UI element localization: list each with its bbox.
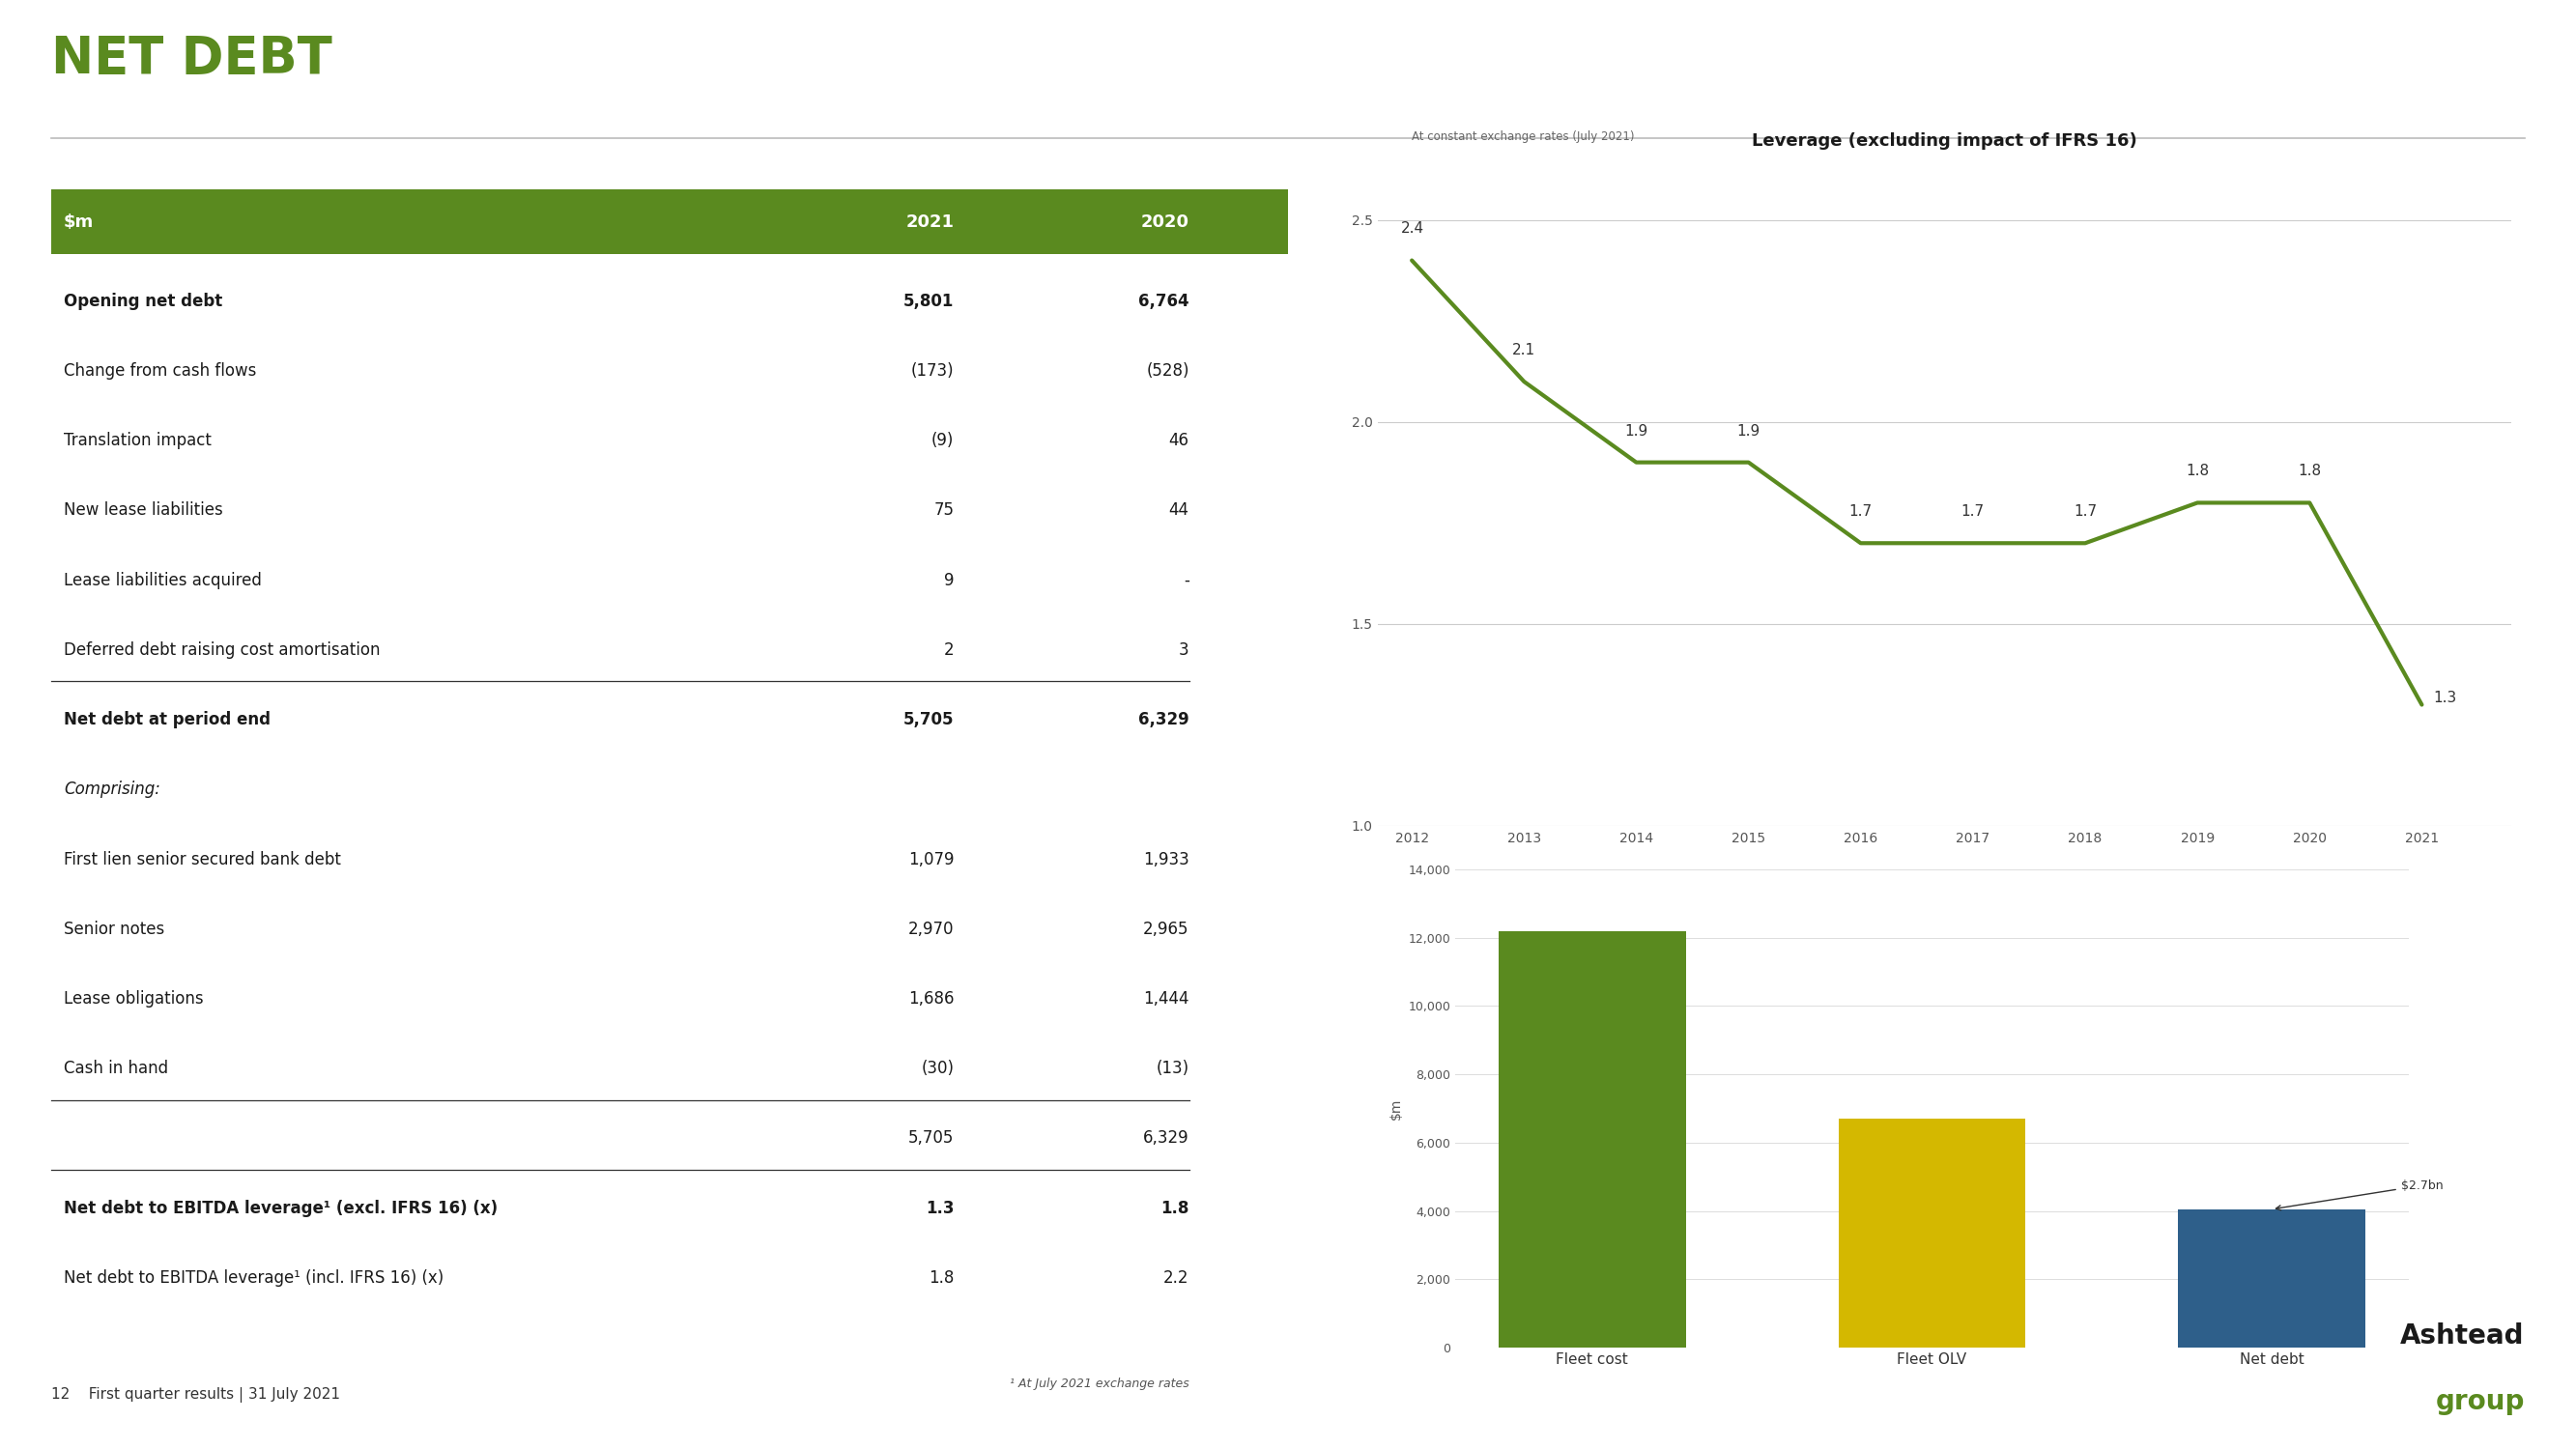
Text: group: group — [2434, 1388, 2524, 1414]
Bar — [52, 190, 1288, 255]
Text: Lease obligations: Lease obligations — [64, 990, 204, 1007]
Text: Translation impact: Translation impact — [64, 432, 211, 449]
Text: ¹ At July 2021 exchange rates: ¹ At July 2021 exchange rates — [1010, 1377, 1190, 1390]
Text: Net debt to EBITDA leverage¹ (excl. IFRS 16) (x): Net debt to EBITDA leverage¹ (excl. IFRS… — [64, 1200, 497, 1217]
Text: 6,329: 6,329 — [1144, 1130, 1190, 1148]
Text: 1.7: 1.7 — [2074, 504, 2097, 519]
Text: (9): (9) — [933, 432, 953, 449]
Text: 2: 2 — [943, 642, 953, 659]
Text: 9: 9 — [943, 571, 953, 588]
Text: NET DEBT: NET DEBT — [52, 35, 332, 84]
Text: (13): (13) — [1157, 1059, 1190, 1077]
Text: Ashtead: Ashtead — [2401, 1323, 2524, 1350]
Text: 6,764: 6,764 — [1139, 293, 1190, 310]
Text: First lien senior secured bank debt: First lien senior secured bank debt — [64, 851, 340, 868]
Text: 1.8: 1.8 — [1162, 1200, 1190, 1217]
Text: 1.3: 1.3 — [2434, 690, 2458, 704]
Text: 2.1: 2.1 — [1512, 343, 1535, 358]
Text: 1.8: 1.8 — [2184, 464, 2210, 478]
Text: 46: 46 — [1170, 432, 1190, 449]
Text: 2,965: 2,965 — [1144, 920, 1190, 938]
Text: (528): (528) — [1146, 362, 1190, 380]
Text: $2.7bn: $2.7bn — [2277, 1179, 2442, 1210]
Text: -: - — [1182, 571, 1190, 588]
Text: Senior notes: Senior notes — [64, 920, 165, 938]
Text: Net debt to EBITDA leverage¹ (incl. IFRS 16) (x): Net debt to EBITDA leverage¹ (incl. IFRS… — [64, 1269, 443, 1287]
Bar — [1839, 1119, 2025, 1348]
Text: Lease liabilities acquired: Lease liabilities acquired — [64, 571, 263, 588]
Text: 75: 75 — [935, 501, 953, 519]
Text: Deferred debt raising cost amortisation: Deferred debt raising cost amortisation — [64, 642, 381, 659]
Text: 1.8: 1.8 — [2298, 464, 2321, 478]
Text: 1.7: 1.7 — [1850, 504, 1873, 519]
Text: Opening net debt: Opening net debt — [64, 293, 222, 310]
Text: 2020: 2020 — [1141, 213, 1190, 230]
Text: At constant exchange rates (July 2021): At constant exchange rates (July 2021) — [1412, 130, 1636, 143]
Bar — [1499, 930, 1685, 1348]
Text: 3: 3 — [1180, 642, 1190, 659]
Text: 1,079: 1,079 — [909, 851, 953, 868]
Text: 1,444: 1,444 — [1144, 990, 1190, 1007]
Title: Leverage (excluding impact of IFRS 16): Leverage (excluding impact of IFRS 16) — [1752, 132, 2138, 149]
Text: 1.9: 1.9 — [1736, 423, 1759, 438]
Text: 5,705: 5,705 — [909, 1130, 953, 1148]
Text: New lease liabilities: New lease liabilities — [64, 501, 224, 519]
Text: Cash in hand: Cash in hand — [64, 1059, 167, 1077]
Text: 1.8: 1.8 — [930, 1269, 953, 1287]
Text: 44: 44 — [1170, 501, 1190, 519]
Text: 2.4: 2.4 — [1401, 222, 1425, 236]
Bar — [2179, 1210, 2365, 1348]
Text: Change from cash flows: Change from cash flows — [64, 362, 258, 380]
Text: 2021: 2021 — [907, 213, 953, 230]
Text: 2,970: 2,970 — [909, 920, 953, 938]
Text: (173): (173) — [912, 362, 953, 380]
Text: 12    First quarter results | 31 July 2021: 12 First quarter results | 31 July 2021 — [52, 1387, 340, 1403]
Text: Net debt at period end: Net debt at period end — [64, 711, 270, 729]
Text: 2.2: 2.2 — [1164, 1269, 1190, 1287]
Text: 1,686: 1,686 — [909, 990, 953, 1007]
Text: 5,801: 5,801 — [904, 293, 953, 310]
Text: 1.9: 1.9 — [1625, 423, 1649, 438]
Text: 5,705: 5,705 — [904, 711, 953, 729]
Text: $m: $m — [64, 213, 95, 230]
Text: (30): (30) — [922, 1059, 953, 1077]
Text: 1.3: 1.3 — [925, 1200, 953, 1217]
Text: 6,329: 6,329 — [1139, 711, 1190, 729]
Text: 1,933: 1,933 — [1144, 851, 1190, 868]
Text: Comprising:: Comprising: — [64, 781, 160, 798]
Text: 1.7: 1.7 — [1960, 504, 1984, 519]
Y-axis label: $m: $m — [1388, 1098, 1404, 1119]
